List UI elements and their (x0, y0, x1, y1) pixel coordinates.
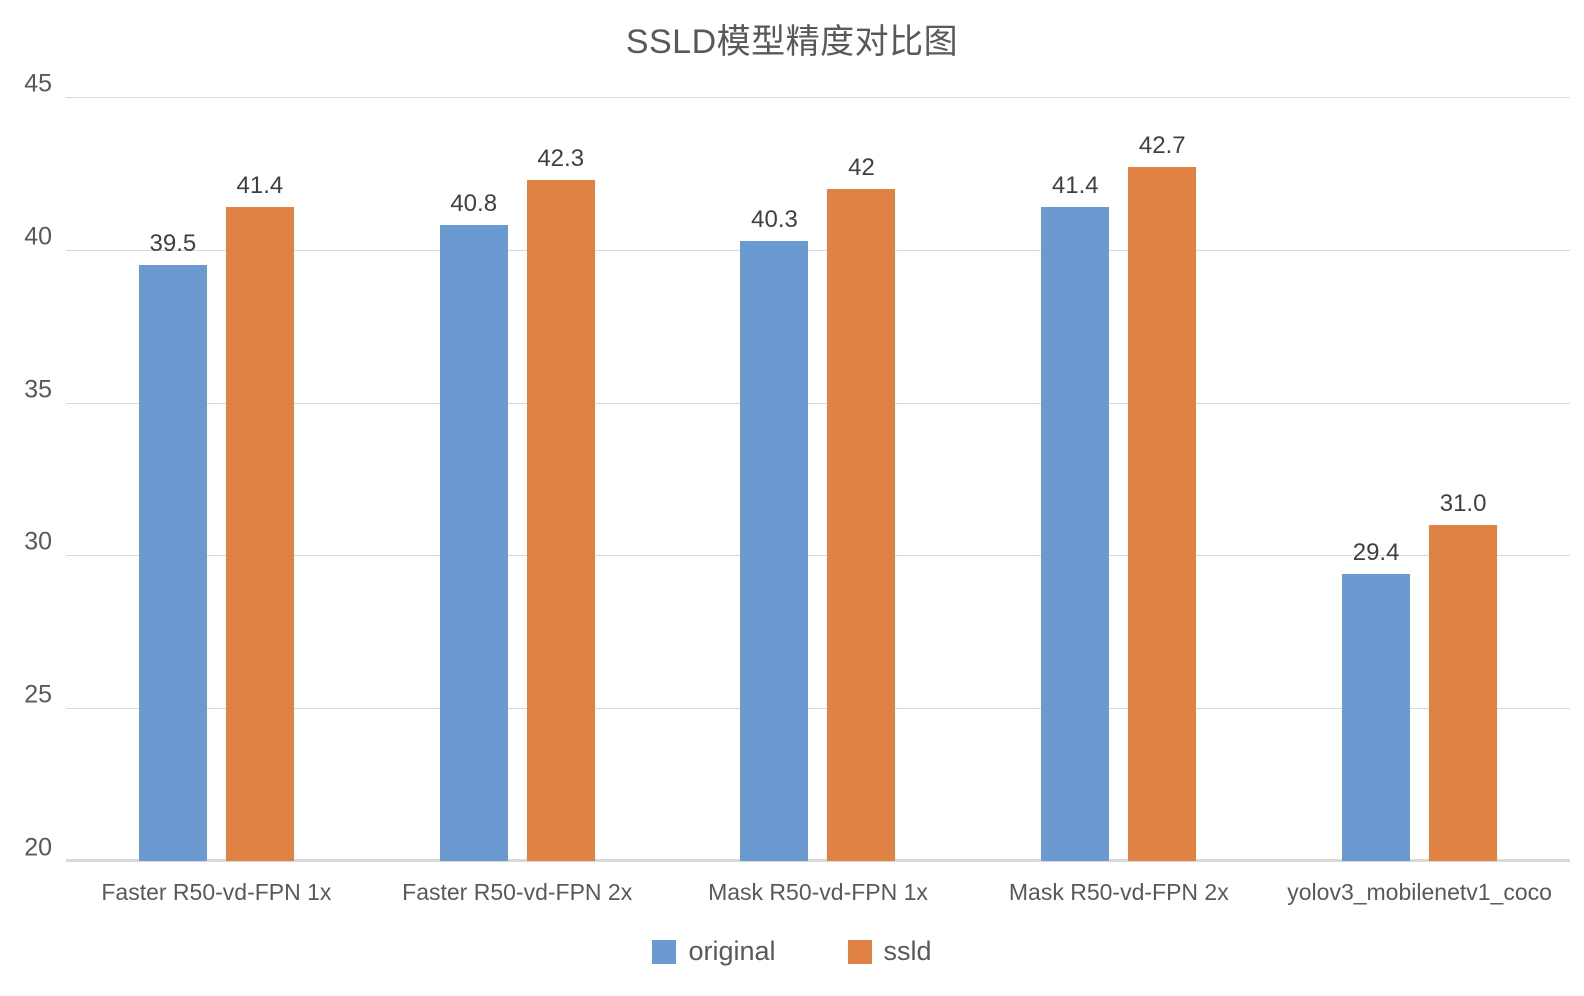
legend-label-original: original (688, 936, 776, 966)
category-label-2: Faster R50-vd-FPN 2x (402, 879, 633, 905)
bar-ssld-4: 42.7 (1128, 134, 1197, 861)
bar-original-2: 40.8 (439, 192, 508, 861)
gridline-30 (66, 555, 1570, 557)
bar-group-2: 40.8 42.3 (367, 97, 668, 861)
bar-value-label-original-3: 40.3 (751, 205, 798, 233)
bar-value-label-original-2: 40.8 (450, 190, 498, 218)
y-tick-label-30: 30 (24, 527, 52, 556)
y-tick-label-35: 35 (24, 375, 52, 404)
bar-ssld-5: 31.0 (1429, 491, 1498, 861)
legend-label-ssld: ssld (883, 936, 932, 966)
y-tick-label-25: 25 (24, 680, 52, 709)
bar-ssld-2: 42.3 (526, 146, 595, 861)
y-tick-label-45: 45 (24, 69, 52, 98)
x-axis-line (66, 859, 1570, 862)
plot-area: 20 25 30 35 40 45 39.5 41.4 40.8 42.3 40.3 42 41.4 42… (24, 71, 1570, 862)
bar-value-label-ssld-2: 42.3 (537, 144, 585, 172)
y-tick-label-40: 40 (24, 222, 52, 251)
bar-original-3: 40.3 (740, 207, 809, 861)
bar-value-label-ssld-3: 42 (848, 153, 875, 181)
bar-value-label-ssld-4: 42.7 (1138, 132, 1186, 160)
legend-swatch-original (652, 939, 677, 964)
category-axis: Faster R50-vd-FPN 1x Faster R50-vd-FPN 2x… (66, 879, 1570, 906)
bar-ssld-3: 42 (827, 155, 896, 861)
category-label-3: Mask R50-vd-FPN 1x (708, 879, 928, 905)
bar-original-5: 29.4 (1342, 540, 1411, 861)
legend-item-original: original (652, 936, 776, 966)
gridline-45 (66, 97, 1570, 98)
bar-group-5: 29.4 31.0 (1269, 97, 1570, 861)
bar-value-label-ssld-1: 41.4 (236, 172, 284, 200)
chart-title: SSLD模型精度对比图 (625, 23, 959, 61)
bar-group-4: 41.4 42.7 (968, 97, 1269, 861)
bar-value-label-ssld-5: 31.0 (1439, 489, 1487, 517)
bar-groups: 39.5 41.4 40.8 42.3 40.3 42 41.4 42.7 29.4 31.0 (66, 97, 1570, 861)
legend-swatch-ssld (847, 939, 872, 964)
category-label-5: yolov3_mobilenetv1_coco (1287, 879, 1552, 905)
y-tick-label-20: 20 (24, 833, 52, 862)
bar-value-label-original-5: 29.4 (1352, 538, 1400, 566)
bar-original-1: 39.5 (138, 232, 207, 861)
bar-group-1: 39.5 41.4 (66, 97, 367, 861)
legend: original ssld (0, 938, 1584, 965)
bar-ssld-1: 41.4 (225, 174, 294, 861)
gridline-35 (66, 402, 1570, 404)
category-label-4: Mask R50-vd-FPN 2x (1008, 879, 1229, 905)
bar-group-3: 40.3 42 (668, 97, 969, 861)
bar-value-label-original-1: 39.5 (149, 230, 197, 258)
bar-original-4: 41.4 (1041, 174, 1110, 861)
legend-item-ssld: ssld (847, 936, 932, 966)
category-label-1: Faster R50-vd-FPN 1x (101, 879, 332, 905)
bar-value-label-original-4: 41.4 (1051, 172, 1099, 200)
gridline-25 (66, 708, 1570, 710)
gridline-40 (66, 249, 1570, 251)
